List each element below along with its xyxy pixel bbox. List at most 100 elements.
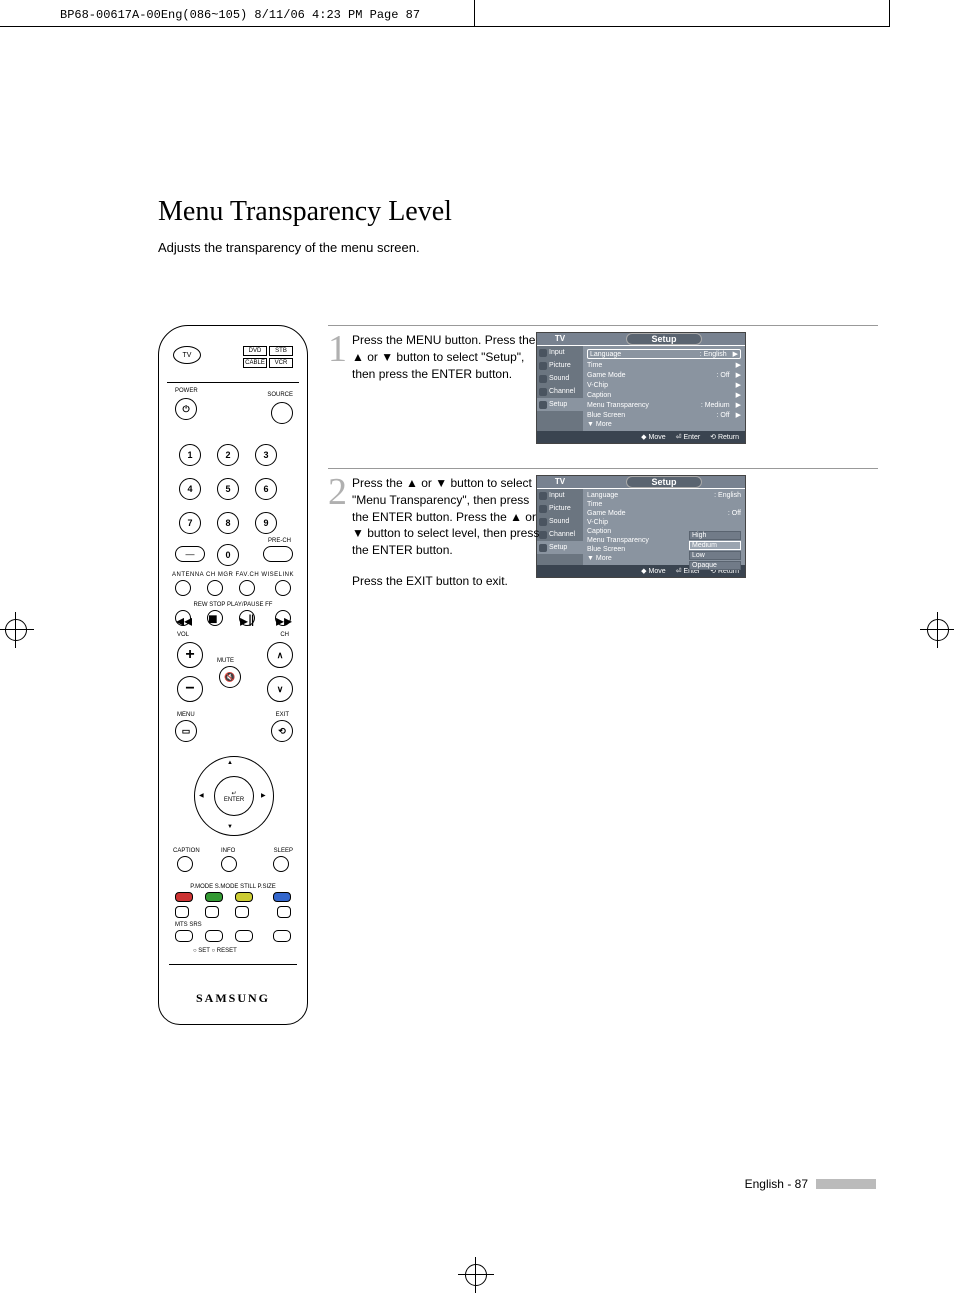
osd-row: Game Mode: Off <box>587 509 741 518</box>
osd-row: Caption▶ <box>587 390 741 400</box>
osd-side-item: Channel <box>537 385 583 398</box>
osd-side-item: Input <box>537 489 583 502</box>
caption-label: CAPTION <box>173 848 200 854</box>
prech-label: PRE-CH <box>268 538 291 544</box>
num-3: 3 <box>255 444 277 466</box>
play-btn: ▸‖ <box>239 610 255 626</box>
osd-option: Opaque <box>689 561 741 570</box>
crop-mark <box>474 0 475 26</box>
row-labels: ANTENNA CH MGR FAV.CH WISELINK <box>169 572 297 578</box>
brand: SAMSUNG <box>159 991 307 1006</box>
osd-row: V-Chip <box>587 518 741 527</box>
osd-row: Language: English▶ <box>587 349 741 359</box>
pmode-row: P.MODE S.MODE STILL P.SIZE <box>169 884 297 890</box>
registration-mark <box>920 612 954 648</box>
osd-option: Low <box>689 551 741 560</box>
sleep-btn <box>273 856 289 872</box>
osd-side-item: Input <box>537 346 583 359</box>
num-7: 7 <box>179 512 201 534</box>
osd-side-item: Channel <box>537 528 583 541</box>
osd-side-item: Sound <box>537 515 583 528</box>
registration-mark <box>0 612 34 648</box>
chmgr-btn <box>207 580 223 596</box>
registration-mark <box>458 1257 494 1293</box>
menu-label: MENU <box>177 712 195 718</box>
source-label: SOURCE <box>267 392 293 398</box>
osd-tv-label: TV <box>537 476 583 489</box>
osd-row: Time <box>587 500 741 509</box>
source-button <box>271 402 293 424</box>
dash-button: — <box>175 546 205 562</box>
osd-row: Time▶ <box>587 360 741 370</box>
osd-option: High <box>689 531 741 540</box>
power-button: ⏻ <box>175 398 197 420</box>
step-1: 1 Press the MENU button. Press the ▲ or … <box>328 325 878 468</box>
stop-btn: ■ <box>207 610 223 626</box>
osd-row: V-Chip▶ <box>587 380 741 390</box>
page-title: Menu Transparency Level <box>158 196 878 228</box>
enter-btn: ↵ ENTER <box>214 776 254 816</box>
page-footer: English - 87 <box>745 1177 876 1191</box>
exit-btn: ⟲ <box>271 720 293 742</box>
step-number: 2 <box>328 475 352 509</box>
transport-labels: REW STOP PLAY/PAUSE FF <box>169 602 297 608</box>
osd-option: Medium <box>689 541 741 550</box>
exit-label: EXIT <box>276 712 289 718</box>
osd-side-item: Setup <box>537 541 583 554</box>
rule <box>0 26 890 27</box>
step-text: Press the MENU button. Press the ▲ or ▼ … <box>352 332 540 382</box>
ff-btn: ▸▸ <box>275 610 291 626</box>
step-number: 1 <box>328 332 352 366</box>
crop-mark <box>889 0 890 26</box>
intro-text: Adjusts the transparency of the menu scr… <box>158 240 878 255</box>
vol-down: − <box>177 676 203 702</box>
print-meta: BP68-00617A-00Eng(086~105) 8/11/06 4:23 … <box>60 8 420 22</box>
osd-row: Game Mode: Off▶ <box>587 370 741 380</box>
tv-button: TV <box>173 346 201 364</box>
mute-label: MUTE <box>217 658 234 664</box>
num-1: 1 <box>179 444 201 466</box>
osd-row: Menu Transparency: Medium▶ <box>587 400 741 410</box>
osd-tv-label: TV <box>537 333 583 346</box>
vol-label: VOL <box>177 632 189 638</box>
num-9: 9 <box>255 512 277 534</box>
vol-up: + <box>177 642 203 668</box>
mute-btn: 🔇 <box>219 666 241 688</box>
antenna-btn <box>175 580 191 596</box>
num-2: 2 <box>217 444 239 466</box>
caption-btn <box>177 856 193 872</box>
menu-btn: ▭ <box>175 720 197 742</box>
ch-label: CH <box>280 632 289 638</box>
favch-btn <box>239 580 255 596</box>
osd-title: Setup <box>626 333 701 345</box>
ch-up: ∧ <box>267 642 293 668</box>
dvd-label: DVD <box>243 346 267 356</box>
stb-label: STB <box>269 346 293 356</box>
osd-footer: ◆ Move ⏎ Enter ⟲ Return <box>537 431 745 443</box>
osd-screen-2: TV Setup InputPictureSoundChannelSetup L… <box>536 475 746 578</box>
step-text: Press the ▲ or ▼ button to select "Menu … <box>352 475 540 590</box>
cable-label: CABLE <box>243 358 267 368</box>
num-8: 8 <box>217 512 239 534</box>
rew-btn: ◂◂ <box>175 610 191 626</box>
osd-row: ▼ More <box>587 420 741 429</box>
osd-sidebar: InputPictureSoundChannelSetup <box>537 346 583 431</box>
sleep-label: SLEEP <box>274 848 293 854</box>
remote-illustration: TV DVD STB CABLE VCR POWER SOURCE <box>158 325 308 1025</box>
ch-down: ∨ <box>267 676 293 702</box>
osd-row: Blue Screen: Off▶ <box>587 410 741 420</box>
num-0: 0 <box>217 544 239 566</box>
osd-title: Setup <box>626 476 701 488</box>
set-reset: ○ SET ○ RESET <box>193 948 237 954</box>
osd-side-item: Setup <box>537 398 583 411</box>
info-btn <box>221 856 237 872</box>
vcr-label: VCR <box>269 358 293 368</box>
num-6: 6 <box>255 478 277 500</box>
num-4: 4 <box>179 478 201 500</box>
info-label: INFO <box>221 848 235 854</box>
mts-srs: MTS SRS <box>175 922 202 928</box>
prech-button <box>263 546 293 562</box>
power-label: POWER <box>175 388 198 394</box>
osd-side-item: Picture <box>537 359 583 372</box>
osd-sidebar: InputPictureSoundChannelSetup <box>537 489 583 565</box>
